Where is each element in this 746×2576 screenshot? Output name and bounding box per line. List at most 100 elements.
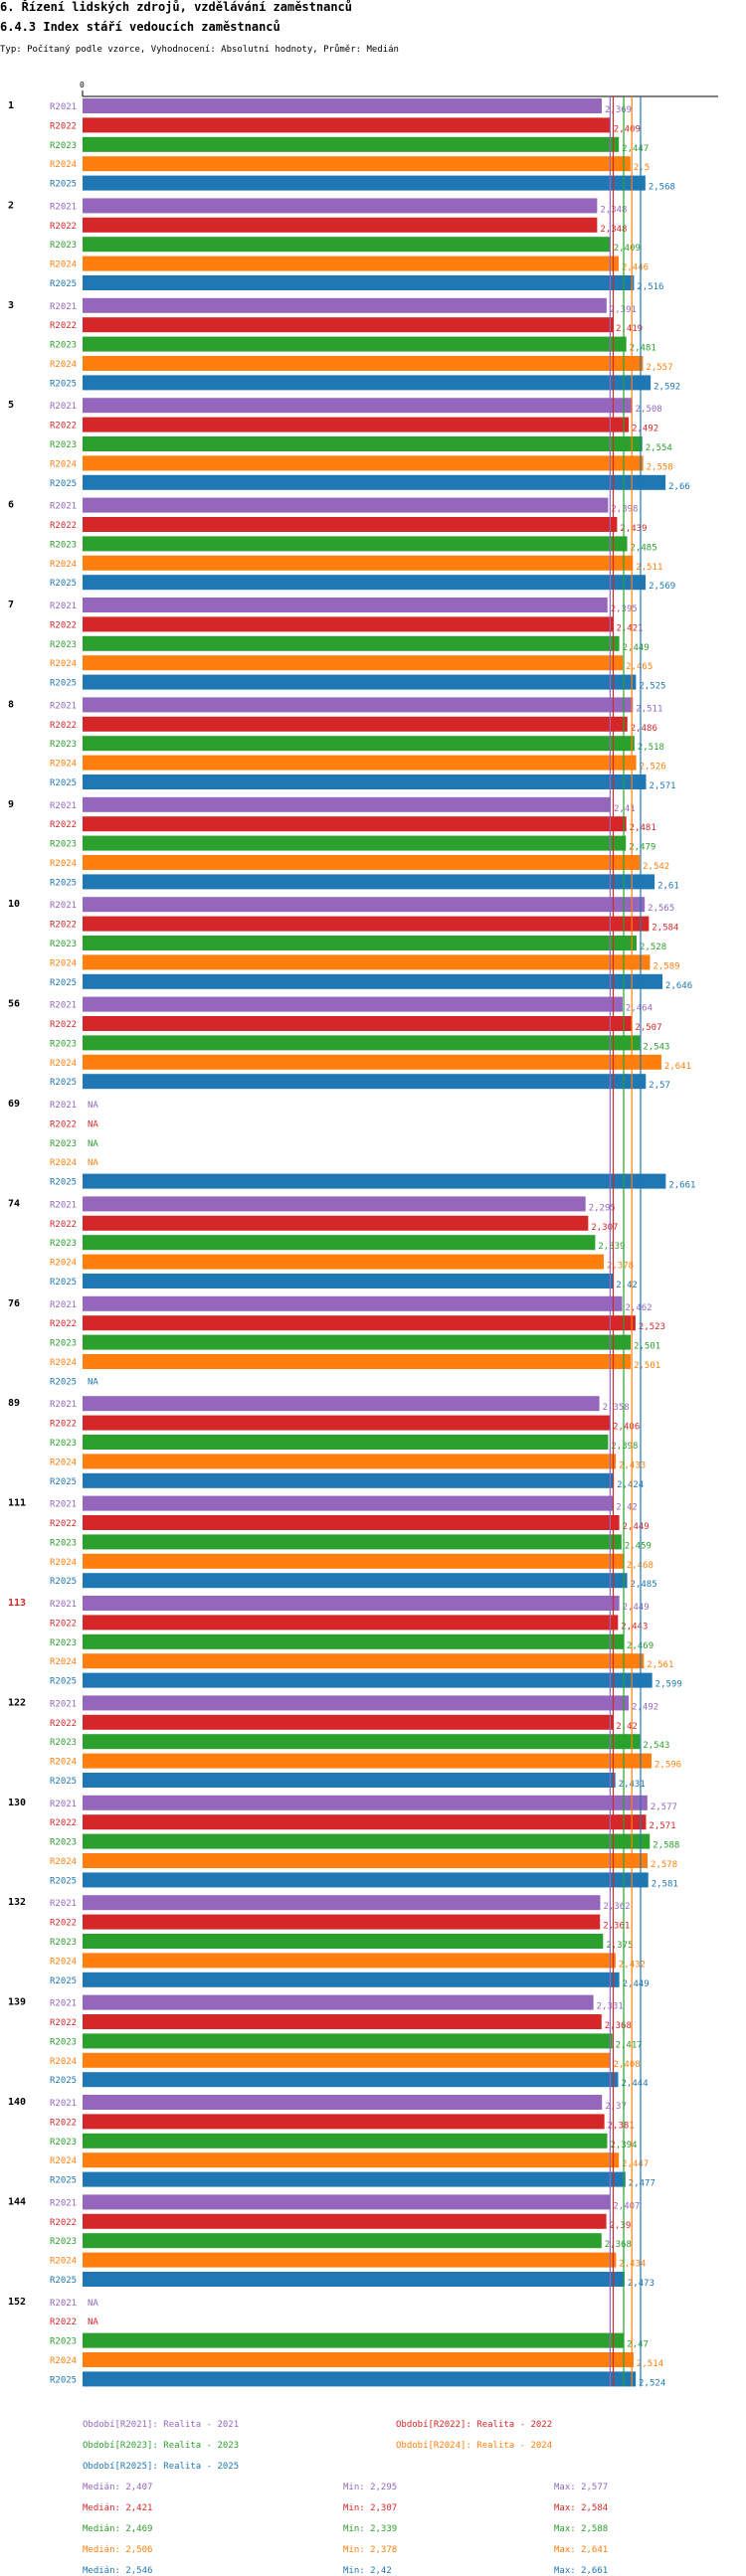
series-label: R2022: [50, 1119, 77, 1129]
data-label: 2,477: [629, 2179, 655, 2189]
category-label: 130: [8, 1798, 26, 1808]
series-label: R2021: [50, 502, 77, 512]
series-label: R2024: [50, 760, 77, 770]
data-label: 2,61: [657, 881, 679, 891]
data-label: 2,37: [605, 2102, 627, 2112]
bar: [83, 1994, 594, 2010]
na-label: NA: [88, 1377, 98, 1387]
data-label: 2,464: [626, 1004, 653, 1014]
legend-entry-r2023: Období[R2023]: Realita - 2023: [83, 2441, 240, 2451]
stat-median-r2025: Medián: 2,546: [83, 2566, 153, 2576]
data-label: 2,501: [634, 1342, 660, 1352]
series-label: R2021: [50, 1001, 77, 1011]
category-label: 8: [8, 699, 14, 710]
bar: [83, 1753, 653, 1769]
series-label: R2022: [50, 1818, 77, 1828]
series-label: R2024: [50, 1158, 77, 1168]
stat-max-r2024: Max: 2,641: [554, 2545, 609, 2555]
bar: [83, 455, 644, 471]
data-label: 2,66: [668, 482, 690, 492]
na-label: NA: [88, 1158, 98, 1168]
stat-max-r2022: Max: 2,584: [554, 2503, 609, 2513]
data-label: 2,408: [614, 2060, 641, 2070]
data-label: 2,444: [622, 2079, 649, 2089]
bar: [83, 1016, 633, 1031]
legend-entry-r2022: Období[R2022]: Realita - 2022: [396, 2420, 553, 2430]
series-label: R2025: [50, 1078, 77, 1088]
series-label: R2021: [50, 701, 77, 711]
bar: [83, 417, 630, 432]
bar: [83, 736, 635, 752]
data-label: 2,378: [607, 1262, 634, 1272]
bar: [83, 1495, 614, 1511]
data-label: 2,543: [643, 1741, 669, 1751]
data-label: 2,584: [652, 924, 678, 934]
series-label: R2022: [50, 422, 77, 431]
data-label: 2,526: [640, 763, 666, 773]
data-label: 2,577: [651, 1803, 677, 1812]
category-label: 140: [8, 2097, 26, 2108]
data-label: 2,447: [622, 144, 649, 154]
stat-min-r2024: Min: 2,378: [343, 2545, 398, 2555]
category-label: 9: [8, 799, 14, 810]
bar: [83, 2213, 607, 2229]
bar: [83, 375, 652, 391]
series-label: R2021: [50, 2198, 77, 2208]
bar: [83, 1454, 617, 1469]
data-label: 2,468: [627, 1561, 653, 1571]
category-label: 144: [8, 2196, 26, 2207]
series-label: R2025: [50, 479, 77, 489]
bar: [83, 575, 647, 591]
series-label: R2024: [50, 958, 77, 968]
bar: [83, 2352, 634, 2367]
series-label: R2022: [50, 222, 77, 232]
series-label: R2025: [50, 2076, 77, 2086]
stat-min-r2021: Min: 2,295: [343, 2483, 398, 2492]
bar: [83, 874, 655, 890]
data-label: 2,581: [652, 1879, 678, 1889]
data-label: 2,492: [632, 425, 658, 434]
bar: [83, 1334, 632, 1350]
category-label: 76: [8, 1298, 20, 1309]
category-label: 132: [8, 1897, 26, 1908]
category-label: 3: [8, 300, 14, 311]
bar: [83, 1215, 589, 1231]
series-label: R2025: [50, 1976, 77, 1986]
bar: [83, 136, 620, 152]
data-label: 2,42: [616, 1503, 638, 1513]
stat-median-r2021: Medián: 2,407: [83, 2483, 153, 2492]
series-label: R2021: [50, 202, 77, 212]
bar: [83, 1972, 620, 1987]
stat-min-r2023: Min: 2,339: [343, 2524, 398, 2534]
series-label: R2023: [50, 840, 77, 850]
series-label: R2021: [50, 302, 77, 312]
series-label: R2025: [50, 1377, 77, 1387]
chart-meta: Typ: Počítaný podle vzorce, Vyhodnocení:…: [0, 45, 399, 55]
series-label: R2021: [50, 1899, 77, 1909]
bar: [83, 1472, 615, 1488]
series-label: R2023: [50, 2138, 77, 2147]
data-label: 2,569: [649, 582, 675, 592]
series-label: R2021: [50, 1300, 77, 1310]
series-label: R2024: [50, 1059, 77, 1069]
series-label: R2025: [50, 180, 77, 190]
data-label: 2,417: [616, 2040, 643, 2050]
bar: [83, 1895, 601, 1911]
data-label: 2,465: [626, 662, 653, 672]
data-label: 2,41: [614, 804, 636, 814]
series-label: R2025: [50, 2276, 77, 2286]
series-label: R2025: [50, 379, 77, 389]
data-label: 2,592: [653, 382, 680, 392]
bar: [83, 1274, 614, 1288]
data-label: 2,459: [625, 1541, 652, 1551]
data-label: 2,358: [603, 1403, 630, 1413]
series-label: R2022: [50, 1319, 77, 1329]
series-label: R2023: [50, 640, 77, 650]
data-label: 2,439: [620, 524, 647, 534]
category-label: 74: [8, 1198, 20, 1209]
bar: [83, 117, 611, 133]
bar: [83, 297, 607, 313]
data-label: 2,523: [639, 1322, 665, 1332]
bar: [83, 1054, 661, 1070]
bar: [83, 317, 614, 333]
